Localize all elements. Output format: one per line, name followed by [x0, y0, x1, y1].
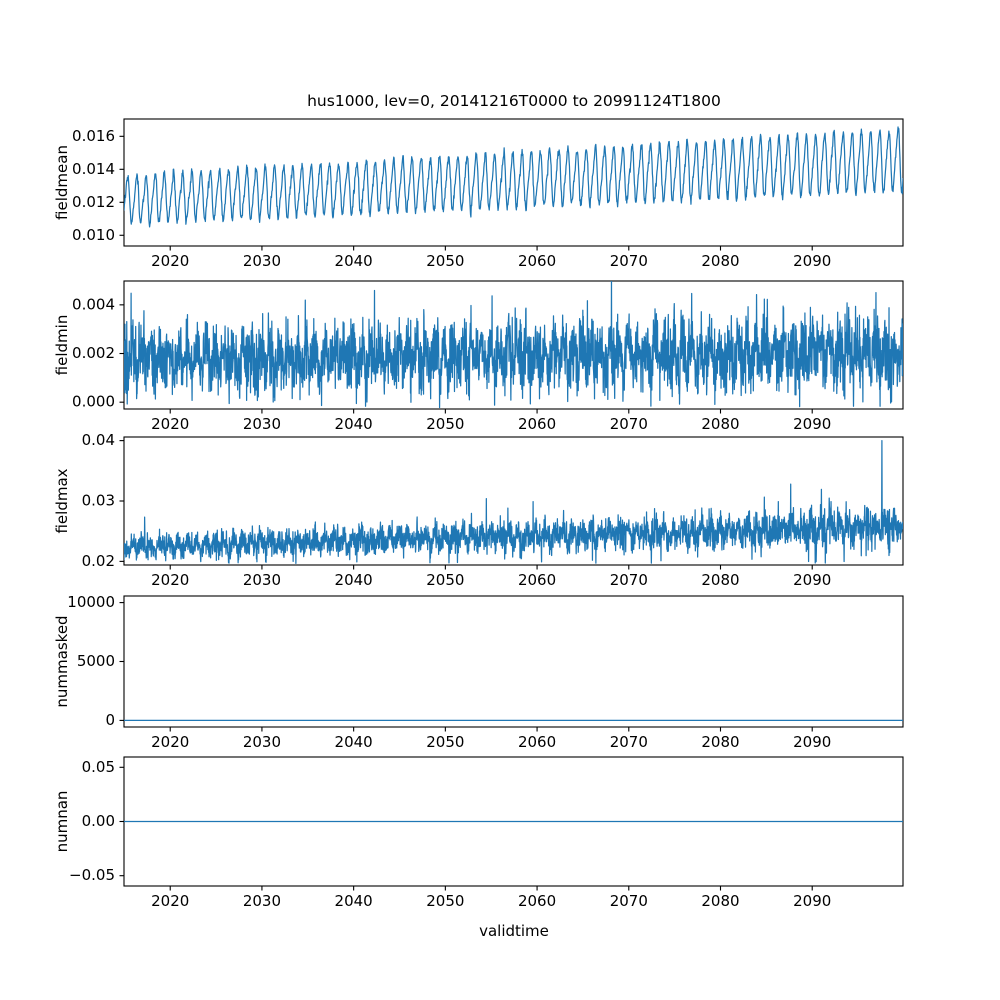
x-tick-label: 2020 [151, 252, 189, 270]
y-axis-label-nummasked: nummasked [53, 615, 71, 707]
panel-numnan: −0.05 0.00 0.05 2020 2030 2040 2050 2060 2070 208… [53, 756, 904, 910]
x-tick-label: 2080 [701, 415, 739, 433]
x-tick-label: 2090 [793, 252, 831, 270]
x-tick-label: 2040 [335, 733, 373, 751]
y-tick-label: 0.000 [72, 393, 115, 411]
x-tick-label: 2070 [610, 252, 648, 270]
x-tick-label: 2030 [243, 733, 281, 751]
x-tick-label: 2050 [426, 571, 464, 589]
x-tick-label: 2050 [426, 733, 464, 751]
x-tick-label: 2050 [426, 252, 464, 270]
x-tick-label: 2030 [243, 892, 281, 910]
x-tick-label: 2060 [518, 252, 556, 270]
x-tick-label: 2030 [243, 571, 281, 589]
y-axis-label-numnan: numnan [53, 791, 71, 853]
x-tick-label: 2050 [426, 415, 464, 433]
panel-nummasked: 0 5000 10000 2020 2030 2040 2050 2060 2070 2080 20… [53, 593, 904, 751]
y-tick-label: 0.00 [82, 812, 115, 830]
x-tick-label: 2030 [243, 415, 281, 433]
x-tick-label: 2090 [793, 571, 831, 589]
x-tick-label: 2020 [151, 733, 189, 751]
y-tick-label: 0.012 [72, 193, 115, 211]
x-tick-label: 2060 [518, 733, 556, 751]
series-line-fieldmax [124, 439, 903, 564]
x-tick-label: 2070 [610, 415, 648, 433]
x-tick-label: 2040 [335, 571, 373, 589]
x-tick-label: 2060 [518, 571, 556, 589]
y-tick-label: 0.016 [72, 127, 115, 145]
x-tick-label: 2020 [151, 892, 189, 910]
x-tick-label: 2060 [518, 892, 556, 910]
x-tick-label: 2080 [701, 571, 739, 589]
y-tick-label: 0 [105, 711, 115, 729]
x-tick-label: 2060 [518, 415, 556, 433]
y-tick-label: 0.010 [72, 226, 115, 244]
x-tick-label: 2080 [701, 252, 739, 270]
x-axis-label: validtime [479, 922, 549, 940]
panel-fieldmean: 0.010 0.012 0.014 0.016 2020 2030 2040 2050 2060… [53, 118, 904, 270]
y-axis-label-fieldmean: fieldmean [53, 145, 71, 220]
x-tick-label: 2080 [701, 733, 739, 751]
panel-fieldmax: 0.02 0.03 0.04 2020 2030 2040 2050 2060 2070 2080… [53, 431, 904, 589]
x-tick-label: 2020 [151, 571, 189, 589]
x-tick-label: 2070 [610, 733, 648, 751]
y-tick-label: 0.002 [72, 344, 115, 362]
figure-title: hus1000, lev=0, 20141216T0000 to 2099112… [307, 92, 721, 110]
x-tick-label: 2090 [793, 415, 831, 433]
y-tick-label: 0.014 [72, 160, 115, 178]
x-tick-label: 2090 [793, 892, 831, 910]
x-tick-label: 2040 [335, 415, 373, 433]
series-line-fieldmean [124, 126, 903, 228]
y-tick-label: 0.02 [82, 552, 115, 570]
y-tick-label: 0.004 [72, 295, 115, 313]
x-tick-label: 2070 [610, 571, 648, 589]
y-tick-label: 5000 [77, 652, 115, 670]
x-tick-label: 2040 [335, 892, 373, 910]
panel-fieldmin: 0.000 0.002 0.004 2020 2030 2040 2050 2060 2070 2… [53, 280, 904, 433]
x-tick-label: 2040 [335, 252, 373, 270]
y-axis-label-fieldmax: fieldmax [53, 468, 71, 533]
y-tick-label: 0.04 [82, 431, 115, 449]
x-tick-label: 2030 [243, 252, 281, 270]
y-axis-label-fieldmin: fieldmin [53, 315, 71, 376]
x-tick-label: 2070 [610, 892, 648, 910]
y-tick-label: 0.03 [82, 492, 115, 510]
y-tick-label: 10000 [67, 593, 115, 611]
y-tick-label: −0.05 [69, 866, 115, 884]
y-tick-label: 0.05 [82, 758, 115, 776]
x-tick-label: 2090 [793, 733, 831, 751]
panels-group: 0.010 0.012 0.014 0.016 2020 2030 2040 2050 2060… [53, 118, 904, 910]
x-tick-label: 2050 [426, 892, 464, 910]
x-tick-label: 2080 [701, 892, 739, 910]
series-line-fieldmin [124, 281, 903, 409]
x-tick-label: 2020 [151, 415, 189, 433]
